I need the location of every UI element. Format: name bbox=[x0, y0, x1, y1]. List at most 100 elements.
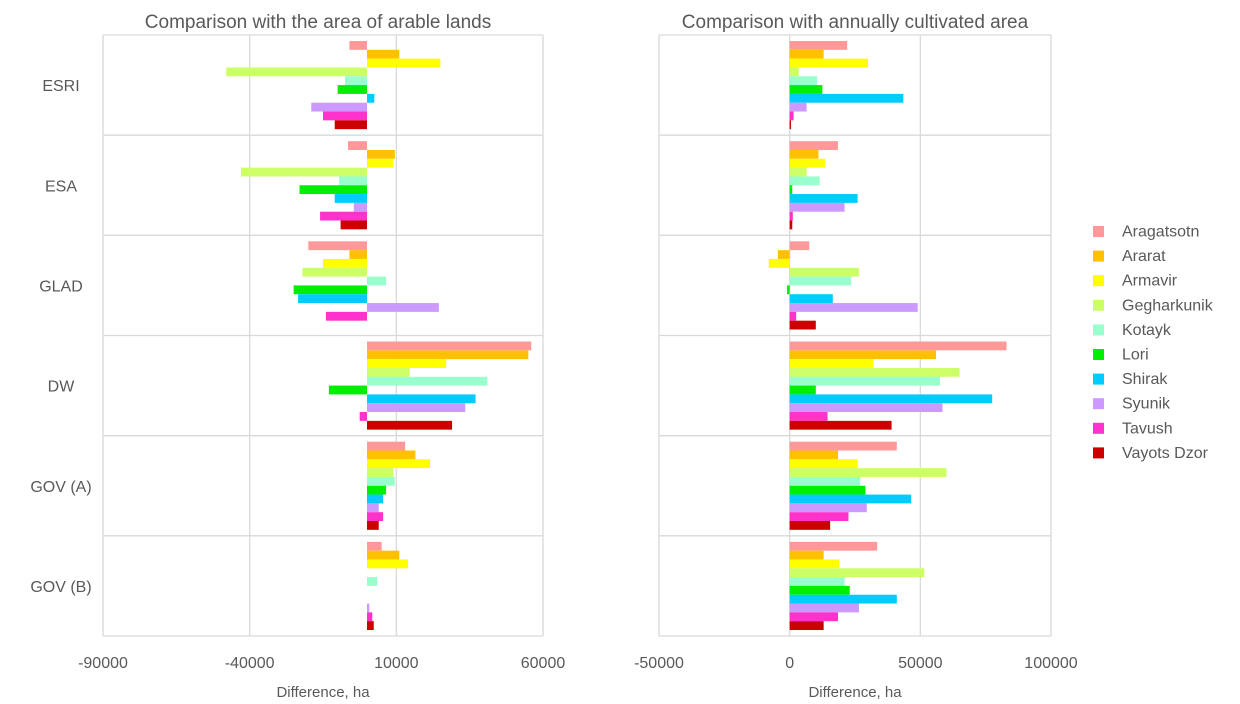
bar-cultivated-gov-b-tavush bbox=[789, 612, 839, 622]
legend-label: Ararat bbox=[1122, 248, 1166, 265]
bar-arable-gov-b-tavush bbox=[367, 612, 373, 622]
legend-swatch bbox=[1093, 324, 1104, 336]
bar-arable-dw-shirak bbox=[367, 394, 476, 404]
bar-cultivated-esa-armavir bbox=[789, 158, 825, 168]
bar-cultivated-dw-kotayk bbox=[789, 376, 940, 386]
x-tick-label: -90000 bbox=[78, 655, 128, 672]
legend-label: Shirak bbox=[1122, 371, 1168, 388]
bar-cultivated-esa-ararat bbox=[789, 149, 819, 159]
bar-arable-esa-kotayk bbox=[339, 176, 367, 186]
bar-cultivated-gov-a-shirak bbox=[789, 494, 912, 504]
bar-cultivated-dw-tavush bbox=[789, 412, 828, 421]
legend-label: Aragatsotn bbox=[1122, 224, 1199, 241]
bar-arable-gov-a-armavir bbox=[367, 459, 431, 469]
bars-cultivated bbox=[768, 41, 1007, 630]
bar-cultivated-gov-a-lori bbox=[789, 485, 866, 495]
bar-arable-gov-a-shirak bbox=[367, 494, 384, 504]
bar-cultivated-dw-ararat bbox=[789, 350, 937, 360]
x-tick-label: 100000 bbox=[1024, 655, 1077, 672]
bar-cultivated-esri-lori bbox=[789, 85, 823, 94]
bar-arable-esri-armavir bbox=[367, 58, 441, 68]
bar-cultivated-esri-syunik bbox=[789, 102, 807, 112]
legend-swatch bbox=[1093, 275, 1104, 287]
bar-cultivated-esri-armavir bbox=[789, 58, 869, 68]
bar-cultivated-esri-shirak bbox=[789, 93, 904, 103]
legend-label: Lori bbox=[1122, 347, 1149, 364]
bar-arable-dw-aragatsotn bbox=[367, 341, 532, 351]
bar-cultivated-glad-vayots-dzor bbox=[789, 320, 816, 330]
bar-cultivated-dw-vayots-dzor bbox=[789, 420, 892, 430]
bar-cultivated-gov-a-aragatsotn bbox=[789, 441, 897, 451]
bar-cultivated-glad-tavush bbox=[789, 311, 797, 321]
bar-cultivated-esri-vayots-dzor bbox=[789, 120, 791, 130]
bar-arable-esri-kotayk bbox=[345, 76, 367, 86]
bar-cultivated-glad-gegharkunik bbox=[789, 267, 859, 277]
bar-arable-glad-armavir bbox=[323, 258, 367, 268]
x-axis-title-arable: Difference, ha bbox=[276, 684, 370, 701]
chart-panel-cultivated: Comparison with annually cultivated area… bbox=[634, 12, 1078, 701]
bar-arable-glad-lori bbox=[293, 285, 367, 295]
bar-cultivated-gov-b-lori bbox=[789, 585, 850, 595]
bar-arable-glad-ararat bbox=[349, 250, 367, 259]
bar-cultivated-gov-b-syunik bbox=[789, 603, 859, 613]
bar-cultivated-esa-lori bbox=[789, 185, 793, 195]
bar-cultivated-gov-a-armavir bbox=[789, 459, 858, 469]
bar-cultivated-esri-kotayk bbox=[789, 76, 818, 86]
category-labels-arable: ESRI ESA GLAD DW GOV (A) GOV (B) bbox=[30, 78, 91, 596]
grid-cultivated bbox=[658, 34, 1052, 637]
bar-arable-dw-armavir bbox=[367, 359, 447, 368]
bar-cultivated-glad-lori bbox=[787, 285, 790, 295]
bar-arable-gov-a-tavush bbox=[367, 512, 384, 522]
bar-cultivated-glad-shirak bbox=[789, 294, 833, 304]
x-tick-label: 50000 bbox=[898, 655, 943, 672]
bar-arable-glad-aragatsotn bbox=[308, 241, 367, 251]
bar-cultivated-gov-a-gegharkunik bbox=[789, 468, 947, 477]
bar-arable-esri-syunik bbox=[311, 102, 367, 112]
bar-cultivated-gov-a-kotayk bbox=[789, 476, 861, 486]
bar-arable-esa-ararat bbox=[367, 149, 395, 159]
bar-arable-glad-tavush bbox=[325, 311, 367, 321]
bar-arable-dw-lori bbox=[328, 385, 367, 395]
bar-cultivated-gov-b-kotayk bbox=[789, 577, 845, 586]
legend: Aragatsotn Ararat Armavir Gegharkunik Kotayk… bbox=[1093, 224, 1214, 462]
bar-arable-esri-aragatsotn bbox=[349, 41, 367, 50]
bar-cultivated-esa-tavush bbox=[789, 211, 793, 221]
bar-cultivated-gov-a-ararat bbox=[789, 450, 839, 460]
x-ticks-arable: -90000 -40000 10000 60000 bbox=[78, 655, 565, 672]
bar-arable-gov-b-ararat bbox=[367, 550, 400, 560]
bar-arable-esri-vayots-dzor bbox=[334, 120, 367, 130]
legend-label: Vayots Dzor bbox=[1122, 445, 1209, 462]
x-tick-label: -50000 bbox=[634, 655, 684, 672]
bar-cultivated-esa-shirak bbox=[789, 194, 858, 203]
bar-arable-gov-a-syunik bbox=[367, 503, 379, 513]
bar-arable-gov-b-aragatsotn bbox=[367, 541, 382, 551]
bar-cultivated-esa-vayots-dzor bbox=[789, 220, 793, 230]
bar-arable-gov-a-aragatsotn bbox=[367, 441, 406, 451]
bar-cultivated-esri-gegharkunik bbox=[789, 67, 799, 77]
category-label: GOV (B) bbox=[30, 579, 91, 596]
bar-cultivated-gov-b-ararat bbox=[789, 550, 824, 560]
bar-cultivated-gov-b-shirak bbox=[789, 594, 897, 604]
bar-arable-esa-lori bbox=[299, 185, 367, 195]
bar-cultivated-gov-b-armavir bbox=[789, 559, 840, 569]
category-label: GLAD bbox=[39, 278, 83, 295]
bar-arable-gov-b-syunik bbox=[367, 603, 370, 613]
bar-cultivated-glad-aragatsotn bbox=[789, 241, 810, 251]
legend-label: Tavush bbox=[1122, 420, 1173, 437]
bar-arable-dw-vayots-dzor bbox=[367, 420, 453, 430]
bar-arable-esa-vayots-dzor bbox=[340, 220, 367, 230]
category-label: ESRI bbox=[42, 78, 79, 95]
chart-panel-arable: Comparison with the area of arable lands… bbox=[30, 12, 565, 701]
bar-arable-esri-gegharkunik bbox=[226, 67, 367, 77]
bar-cultivated-glad-syunik bbox=[789, 303, 918, 312]
bar-cultivated-esa-kotayk bbox=[789, 176, 820, 186]
bar-arable-esa-tavush bbox=[320, 211, 367, 221]
x-tick-label: 10000 bbox=[374, 655, 419, 672]
category-label: ESA bbox=[45, 178, 77, 195]
bar-arable-glad-gegharkunik bbox=[302, 267, 367, 277]
legend-swatch bbox=[1093, 299, 1104, 311]
bar-arable-esri-tavush bbox=[323, 111, 367, 121]
legend-label: Syunik bbox=[1122, 396, 1171, 413]
bar-arable-dw-kotayk bbox=[367, 376, 488, 386]
